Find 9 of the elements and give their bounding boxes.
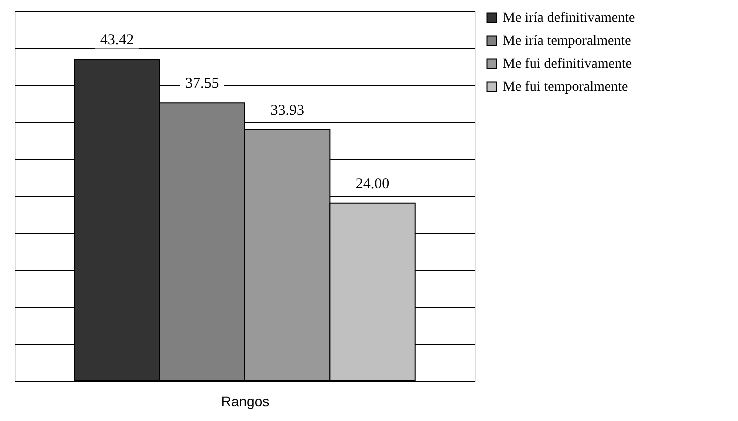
data-label: 37.55 <box>186 76 220 92</box>
data-label: 24.00 <box>356 176 390 192</box>
legend-label: Me iría temporalmente <box>503 34 632 49</box>
x-axis-title: Rangos <box>221 394 270 410</box>
legend-label: Me fui temporalmente <box>503 80 628 95</box>
legend-label: Me iría definitivamente <box>503 11 636 26</box>
data-label: 33.93 <box>270 102 304 119</box>
legend-label: Me fui definitivamente <box>503 57 632 72</box>
data-label: 43.42 <box>100 32 134 49</box>
